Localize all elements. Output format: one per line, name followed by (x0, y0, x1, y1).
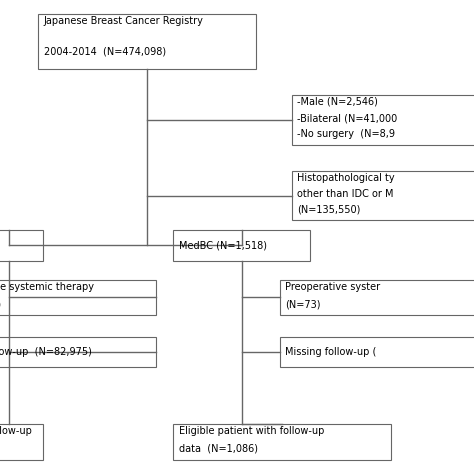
Text: Missing follow-up (: Missing follow-up ( (285, 347, 377, 357)
Text: MedBC (N=1,518): MedBC (N=1,518) (179, 240, 267, 250)
Text: (N=73): (N=73) (285, 299, 321, 309)
Text: Eligible patient with follow-up: Eligible patient with follow-up (179, 426, 324, 437)
Text: (N=135,550): (N=135,550) (297, 205, 361, 215)
FancyBboxPatch shape (0, 230, 43, 261)
Text: other than IDC or M: other than IDC or M (297, 189, 394, 199)
Text: -Male (N=2,546): -Male (N=2,546) (297, 97, 378, 107)
Text: 2004-2014  (N=474,098): 2004-2014 (N=474,098) (44, 46, 166, 56)
FancyBboxPatch shape (38, 14, 256, 69)
Text: -Bilateral (N=41,000: -Bilateral (N=41,000 (297, 113, 397, 123)
Text: Japanese Breast Cancer Registry: Japanese Breast Cancer Registry (44, 16, 203, 27)
FancyBboxPatch shape (280, 337, 474, 367)
Text: -No surgery  (N=8,9: -No surgery (N=8,9 (297, 129, 395, 139)
FancyBboxPatch shape (173, 424, 391, 460)
FancyBboxPatch shape (173, 230, 310, 261)
FancyBboxPatch shape (292, 95, 474, 145)
Text: Preoperative syster: Preoperative syster (285, 282, 381, 292)
Text: ent with follow-up: ent with follow-up (0, 426, 32, 437)
FancyBboxPatch shape (0, 337, 156, 367)
Text: (N=22,061): (N=22,061) (0, 299, 1, 309)
FancyBboxPatch shape (0, 424, 43, 460)
Text: Preoperative systemic therapy: Preoperative systemic therapy (0, 282, 94, 292)
FancyBboxPatch shape (292, 171, 474, 220)
Text: Histopathological ty: Histopathological ty (297, 173, 395, 183)
FancyBboxPatch shape (0, 280, 156, 315)
Text: Missing follow-up  (N=82,975): Missing follow-up (N=82,975) (0, 347, 92, 357)
FancyBboxPatch shape (280, 280, 474, 315)
Text: data  (N=1,086): data (N=1,086) (179, 444, 258, 454)
